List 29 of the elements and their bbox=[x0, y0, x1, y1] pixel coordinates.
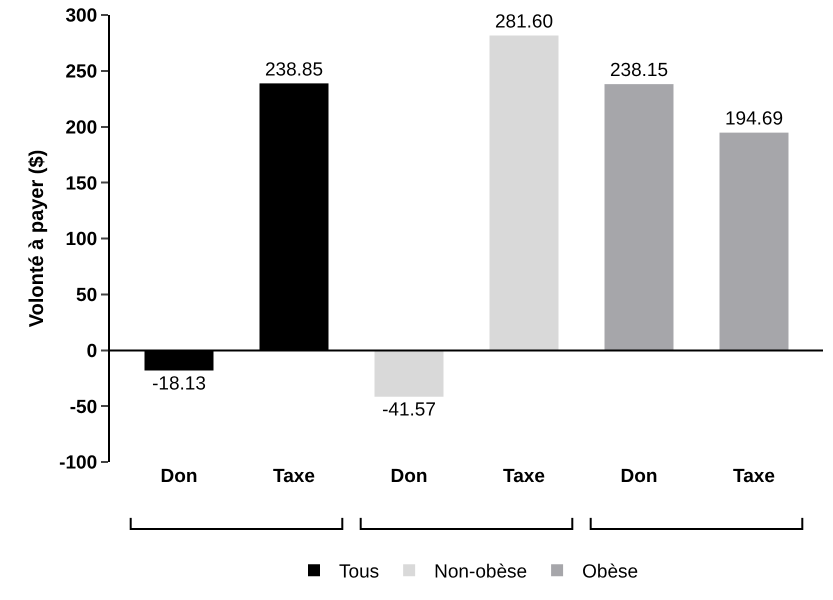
x-tick-label: Taxe bbox=[273, 466, 315, 487]
bar bbox=[604, 84, 674, 350]
bar bbox=[720, 132, 788, 350]
x-tick-label: Taxe bbox=[733, 466, 775, 487]
x-tick-label: Taxe bbox=[503, 466, 545, 487]
bar bbox=[490, 36, 558, 350]
y-tick-label: -100 bbox=[59, 452, 98, 474]
legend-label: Tous bbox=[339, 562, 380, 583]
y-tick-label: 50 bbox=[76, 285, 98, 306]
x-tick-label: Don bbox=[390, 466, 428, 487]
y-tick-label: 200 bbox=[65, 117, 98, 138]
x-tick-label: Don bbox=[160, 466, 198, 487]
y-tick-label: -50 bbox=[70, 396, 98, 418]
y-tick-label: 100 bbox=[65, 229, 98, 250]
bar bbox=[374, 350, 444, 397]
data-label: -41.57 bbox=[382, 400, 436, 421]
data-label: 281.60 bbox=[494, 12, 554, 33]
y-axis-title: Volonté à payer ($) bbox=[26, 150, 48, 328]
legend-label: Non-obèse bbox=[434, 562, 528, 583]
legend-label: Obèse bbox=[582, 562, 638, 583]
y-tick-label: 150 bbox=[65, 173, 98, 194]
y-tick-label: 250 bbox=[65, 62, 98, 83]
data-label: 238.15 bbox=[610, 60, 668, 82]
y-tick-label: 300 bbox=[65, 6, 98, 27]
data-label: 238.85 bbox=[264, 59, 324, 80]
data-label: -18.13 bbox=[152, 374, 206, 395]
data-label: 194.69 bbox=[724, 108, 784, 130]
x-tick-label: Don bbox=[620, 466, 658, 487]
y-tick-label: 0 bbox=[86, 340, 98, 362]
